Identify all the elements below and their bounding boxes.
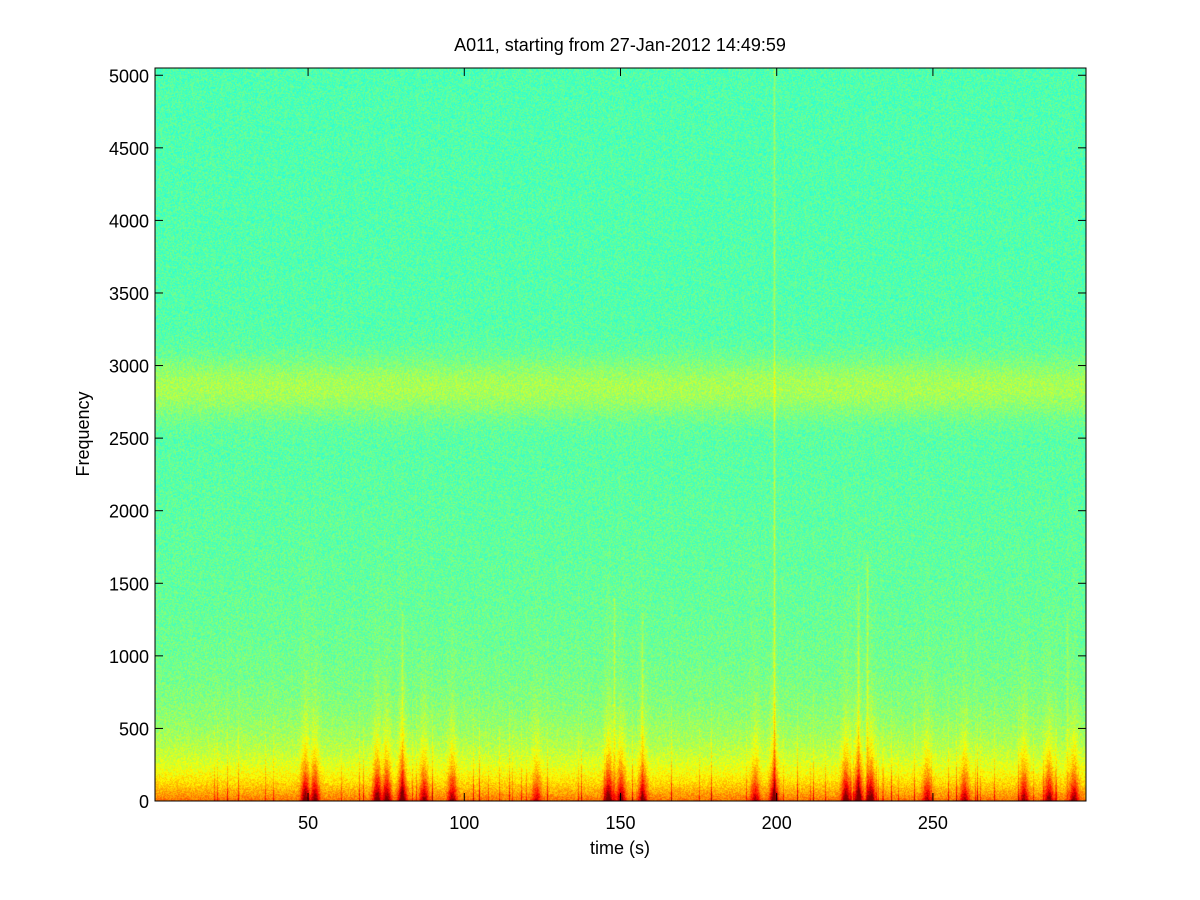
y-tick-label: 2000 bbox=[109, 502, 149, 522]
y-axis-label: Frequency bbox=[73, 391, 93, 476]
y-axis: 0 500 1000 1500 2000 2500 3000 3500 4000 4500 5000 bbox=[109, 66, 1086, 812]
x-tick-label: 200 bbox=[762, 813, 792, 833]
x-tick-label: 100 bbox=[449, 813, 479, 833]
x-tick-label: 50 bbox=[298, 813, 318, 833]
y-tick-label: 4500 bbox=[109, 139, 149, 159]
y-tick-label: 5000 bbox=[109, 66, 149, 86]
y-tick-label: 0 bbox=[139, 792, 149, 812]
y-tick-label: 1000 bbox=[109, 647, 149, 667]
plot-area bbox=[154, 67, 1087, 802]
chart-title: A011, starting from 27-Jan-2012 14:49:59 bbox=[454, 35, 786, 55]
x-axis: 50 100 150 200 250 bbox=[298, 68, 948, 833]
x-tick-label: 250 bbox=[918, 813, 948, 833]
y-tick-label: 500 bbox=[119, 719, 149, 739]
x-axis-label: time (s) bbox=[590, 838, 650, 858]
y-tick-label: 3000 bbox=[109, 357, 149, 377]
x-tick-label: 150 bbox=[605, 813, 635, 833]
spectrogram-image bbox=[155, 68, 1086, 801]
y-tick-label: 4000 bbox=[109, 211, 149, 231]
y-tick-label: 3500 bbox=[109, 284, 149, 304]
y-tick-label: 1500 bbox=[109, 574, 149, 594]
y-tick-label: 2500 bbox=[109, 429, 149, 449]
